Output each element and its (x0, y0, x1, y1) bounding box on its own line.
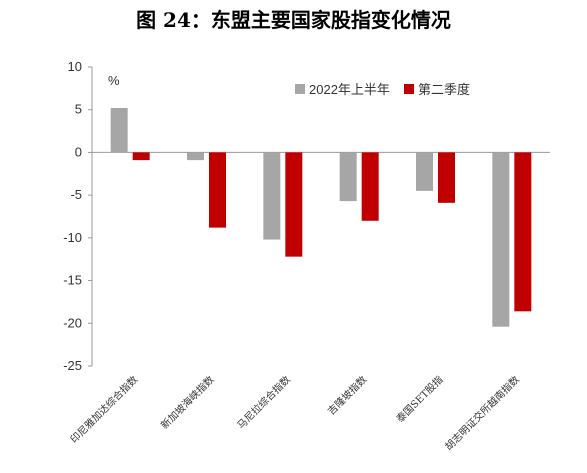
category-label-4: 泰国SET股指 (393, 373, 445, 425)
bar-q2-1 (209, 152, 226, 228)
legend-label-1: 第二季度 (418, 82, 470, 97)
category-labels: 印尼雅加达综合指数 新加坡海峡指数 马尼拉综合指数 吉隆坡指数 泰国SET股指胡志明证交… (67, 373, 521, 453)
category-label-2: 马尼拉综合指数 (234, 373, 293, 432)
bar-h1-3 (339, 152, 357, 202)
bar-h1-2 (263, 152, 281, 240)
y-tick-label: -5 (70, 187, 82, 202)
axes: 10 5 0 -5 -10 -15 -20 -25% (63, 59, 550, 373)
y-tick-label: -25 (63, 358, 82, 373)
bar-h1-4 (416, 152, 433, 191)
category-label-3: 吉隆坡指数 (325, 373, 370, 418)
y-tick-label: -20 (63, 315, 82, 330)
legend-swatch-1 (404, 84, 414, 94)
unit-label: % (108, 73, 120, 88)
bar-q2-2 (285, 152, 303, 257)
bar-q2-3 (361, 152, 379, 221)
legend-swatch-0 (295, 84, 305, 94)
y-tick-label: 0 (75, 144, 82, 159)
legend-label-0: 2022年上半年 (309, 82, 390, 97)
bar-h1-1 (187, 152, 204, 161)
bar-h1-5 (492, 152, 510, 327)
y-tick-label: 10 (68, 59, 82, 74)
bar-h1-0 (110, 108, 128, 153)
bars (110, 108, 532, 327)
y-tick-label: -15 (63, 273, 82, 288)
category-label-5: 胡志明证交所越南指数 (442, 373, 522, 453)
y-tick-label: 5 (75, 102, 82, 117)
bar-q2-4 (438, 152, 455, 203)
y-tick-label: -10 (63, 230, 82, 245)
category-label-1: 新加坡海峡指数 (158, 373, 217, 432)
legend: 2022年上半年 第二季度 (295, 82, 470, 97)
category-label-0: 印尼雅加达综合指数 (67, 373, 140, 446)
bar-q2-0 (132, 152, 150, 161)
chart-title: 图 24：东盟主要国家股指变化情况 (136, 8, 451, 32)
bar-q2-5 (514, 152, 532, 312)
